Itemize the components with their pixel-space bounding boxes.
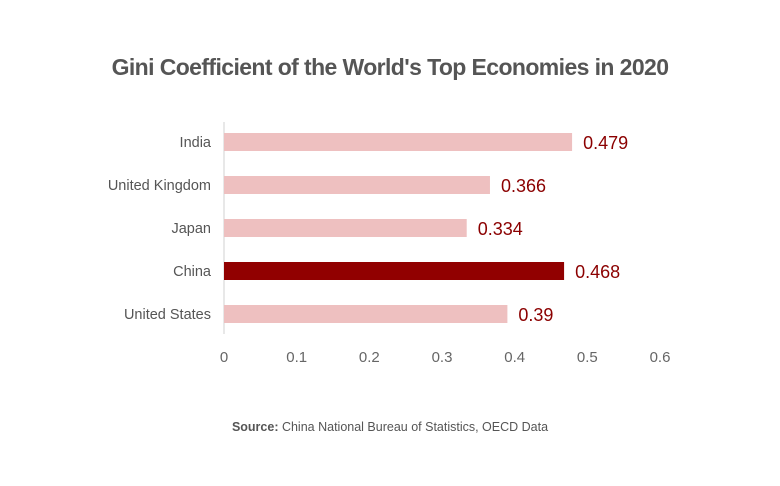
bar-united-states [224, 305, 508, 323]
bar-china [224, 262, 565, 280]
x-tick-label: 0.5 [577, 349, 598, 366]
category-label: China [173, 264, 212, 280]
data-label: 0.479 [583, 133, 628, 153]
x-tick-label: 0.3 [432, 349, 453, 366]
bar-japan [224, 219, 467, 237]
x-tick-label: 0.2 [359, 349, 380, 366]
category-label: United States [124, 307, 211, 323]
category-label: India [180, 135, 212, 151]
bar-india [224, 133, 573, 151]
category-label: United Kingdom [108, 178, 211, 194]
data-label: 0.366 [501, 176, 546, 196]
source-label: Source: [231, 420, 279, 434]
source-note: Source: China National Bureau of Statist… [0, 420, 780, 434]
x-tick-label: 0 [220, 349, 228, 366]
chart-title: Gini Coefficient of the World's Top Econ… [111, 54, 669, 80]
bar-united-kingdom [224, 176, 490, 194]
x-tick-label: 0.4 [504, 349, 525, 366]
x-tick-label: 0.1 [286, 349, 307, 366]
data-label: 0.334 [478, 219, 523, 239]
source-text: China National Bureau of Statistics, OEC… [278, 420, 549, 434]
x-tick-label: 0.6 [650, 349, 671, 366]
data-label: 0.468 [575, 262, 620, 282]
category-label: Japan [171, 221, 211, 237]
data-label: 0.39 [518, 305, 553, 325]
